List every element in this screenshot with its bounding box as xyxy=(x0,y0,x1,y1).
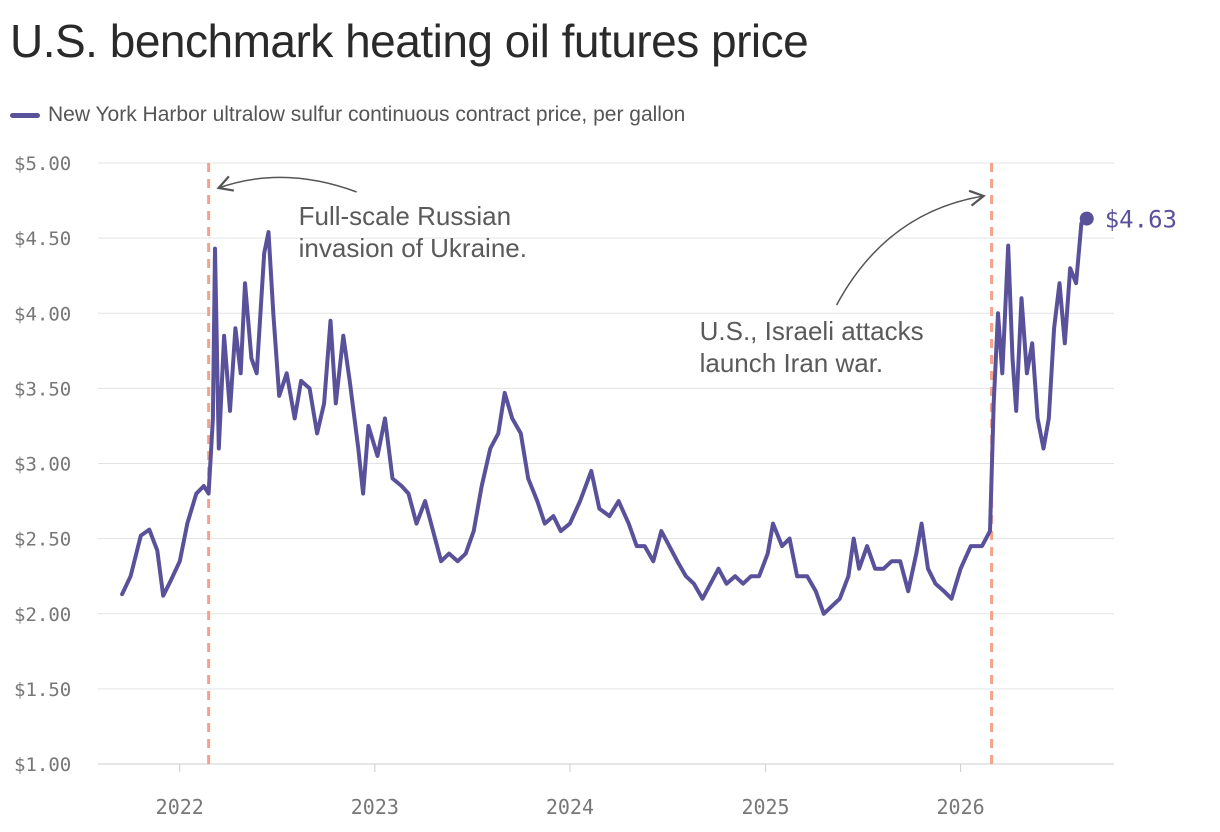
y-tick-label: $4.00 xyxy=(14,303,71,325)
legend-swatch xyxy=(10,112,40,118)
series-line xyxy=(120,216,1089,616)
y-tick-label: $3.00 xyxy=(14,454,71,476)
end-point xyxy=(1079,211,1094,226)
y-tick-label: $5.00 xyxy=(14,153,71,175)
arrow-ukraine xyxy=(216,175,357,193)
x-tick-label: 2025 xyxy=(741,795,789,819)
y-tick-label: $1.00 xyxy=(14,754,71,776)
annotation-ukraine: Full-scale Russian invasion of Ukraine. xyxy=(299,201,527,263)
y-tick-label: $2.50 xyxy=(14,529,71,551)
y-tick-label: $2.00 xyxy=(14,604,71,626)
y-tick-label: $3.50 xyxy=(14,378,71,400)
legend: New York Harbor ultralow sulfur continuo… xyxy=(10,103,685,127)
x-tick-label: 2026 xyxy=(937,795,985,819)
y-tick-label: $1.50 xyxy=(14,679,71,701)
arrow-iran xyxy=(835,189,986,306)
x-tick-label: 2024 xyxy=(546,795,594,819)
x-tick-label: 2023 xyxy=(351,795,399,819)
legend-label: New York Harbor ultralow sulfur continuo… xyxy=(48,103,686,126)
y-tick-label: $4.50 xyxy=(14,228,71,250)
x-tick-label: 2022 xyxy=(156,795,204,819)
chart-title: U.S. benchmark heating oil futures price xyxy=(10,15,809,67)
annotation-iran: U.S., Israeli attacks launch Iran war. xyxy=(700,316,924,378)
end-value-label: $4.63 xyxy=(1105,206,1177,234)
